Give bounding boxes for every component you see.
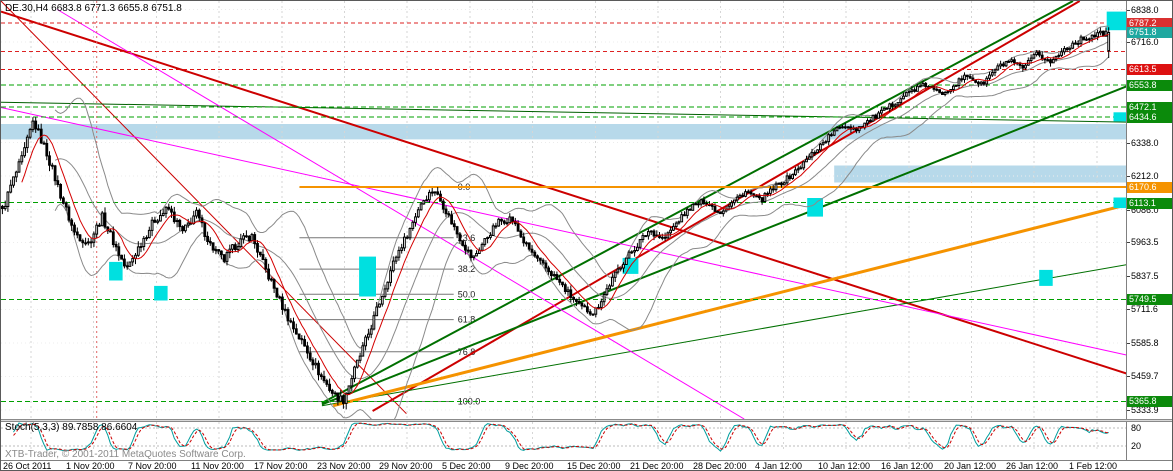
time-label: 26 Jan 12:00 xyxy=(1006,461,1059,471)
time-label: 16 Jan 12:00 xyxy=(881,461,934,471)
symbol-ohlc-info: DE.30,H4 6683.8 6771.3 6655.8 6751.8 xyxy=(5,3,182,14)
svg-text:61.8: 61.8 xyxy=(458,315,476,325)
stoch-level-label: 80 xyxy=(1131,423,1142,433)
price-tick: 5711.6 xyxy=(1131,304,1158,314)
price-level-flag[interactable]: 6434.6 xyxy=(1127,112,1172,123)
time-label: 7 Nov 20:00 xyxy=(128,461,177,471)
candles-layer xyxy=(1,27,1111,410)
stoch-axis[interactable]: 80 20 xyxy=(1126,422,1172,460)
price-level-flag[interactable]: 6170.6 xyxy=(1127,182,1172,193)
svg-text:38.2: 38.2 xyxy=(458,264,476,274)
price-tick-mark xyxy=(1127,42,1130,43)
price-tick-mark xyxy=(1127,276,1130,277)
price-tick: 6716.0 xyxy=(1131,37,1159,47)
price-level-flag[interactable]: 6113.1 xyxy=(1127,198,1172,209)
price-tick: 5837.5 xyxy=(1131,271,1159,281)
bollinger-bands xyxy=(54,25,1110,419)
pane-divider[interactable] xyxy=(1,419,1172,422)
price-tick-mark xyxy=(1127,309,1130,310)
stochastic-chart[interactable] xyxy=(1,422,1127,452)
time-label: 1 Feb 12:00 xyxy=(1069,461,1118,471)
time-label: 4 Jan 12:00 xyxy=(755,461,803,471)
trend-lines[interactable] xyxy=(1,1,1127,419)
price-level-flag[interactable]: 5749.5 xyxy=(1127,294,1172,305)
svg-text:50.0: 50.0 xyxy=(458,289,476,299)
price-tick: 6338.0 xyxy=(1131,138,1159,148)
price-tick: 5585.8 xyxy=(1131,338,1159,348)
time-label: 5 Dec 20:00 xyxy=(442,461,491,471)
time-label: 21 Dec 20:00 xyxy=(630,461,684,471)
time-label: 11 Nov 20:00 xyxy=(191,461,244,471)
price-level-flag[interactable]: 6472.1 xyxy=(1127,102,1172,113)
time-label: 28 Dec 20:00 xyxy=(693,461,747,471)
time-label: 26 Oct 2011 xyxy=(3,461,52,471)
stoch-main-line xyxy=(13,422,1109,452)
stoch-indicator-label: Stoch(5,3,3) 89.7858 86.6604 xyxy=(5,422,138,433)
price-tick: 6212.0 xyxy=(1131,171,1159,181)
grid-lines xyxy=(1,1,1127,419)
price-level-flag[interactable]: 6613.5 xyxy=(1127,64,1172,75)
price-tick-mark xyxy=(1127,10,1130,11)
time-label: 15 Dec 20:00 xyxy=(567,461,621,471)
svg-text:23.6: 23.6 xyxy=(458,233,476,243)
price-level-flag[interactable]: 6553.8 xyxy=(1127,80,1172,91)
time-label: 1 Nov 20:00 xyxy=(66,461,115,471)
svg-text:76.8: 76.8 xyxy=(458,347,476,357)
price-tick-mark xyxy=(1127,376,1130,377)
time-label: 29 Nov 20:00 xyxy=(379,461,433,471)
time-axis[interactable]: 26 Oct 2011 1 Nov 20:00 7 Nov 20:00 11 Nov … xyxy=(1,460,1172,471)
horizontal-levels[interactable] xyxy=(1,22,1127,402)
price-axis[interactable]: 6838.0 6716.0 6338.0 6212.0 6086.0 5963.5 5837… xyxy=(1126,1,1172,419)
time-label: 17 Nov 20:00 xyxy=(254,461,308,471)
price-tick: 6086.0 xyxy=(1131,205,1159,215)
price-tick: 5459.7 xyxy=(1131,371,1159,381)
price-level-flag[interactable]: 6787.2 xyxy=(1127,18,1172,29)
moving-average-line xyxy=(21,33,1109,396)
price-tick-mark xyxy=(1127,410,1130,411)
price-level-flag[interactable]: 6751.8 xyxy=(1127,27,1172,38)
stoch-grid xyxy=(1,422,1127,452)
price-tick-mark xyxy=(1127,210,1130,211)
time-label: 9 Dec 20:00 xyxy=(505,461,554,471)
time-label: 10 Jan 12:00 xyxy=(818,461,871,471)
price-tick-mark xyxy=(1127,176,1130,177)
price-tick: 5333.9 xyxy=(1131,405,1159,415)
price-level-flag[interactable]: 5365.8 xyxy=(1127,396,1172,407)
stoch-signal-line xyxy=(13,422,1109,451)
price-tick-mark xyxy=(1127,343,1130,344)
price-tick: 6838.0 xyxy=(1131,5,1159,15)
stoch-level-label: 20 xyxy=(1131,441,1142,451)
time-label: 20 Jan 12:00 xyxy=(944,461,997,471)
watermark: XTB-Trader, © 2001-2011 MetaQuotes Softw… xyxy=(5,449,246,460)
price-tick-mark xyxy=(1127,242,1130,243)
price-tick-mark xyxy=(1127,143,1130,144)
price-tick: 5963.5 xyxy=(1131,237,1159,247)
time-label: 23 Nov 20:00 xyxy=(317,461,371,471)
